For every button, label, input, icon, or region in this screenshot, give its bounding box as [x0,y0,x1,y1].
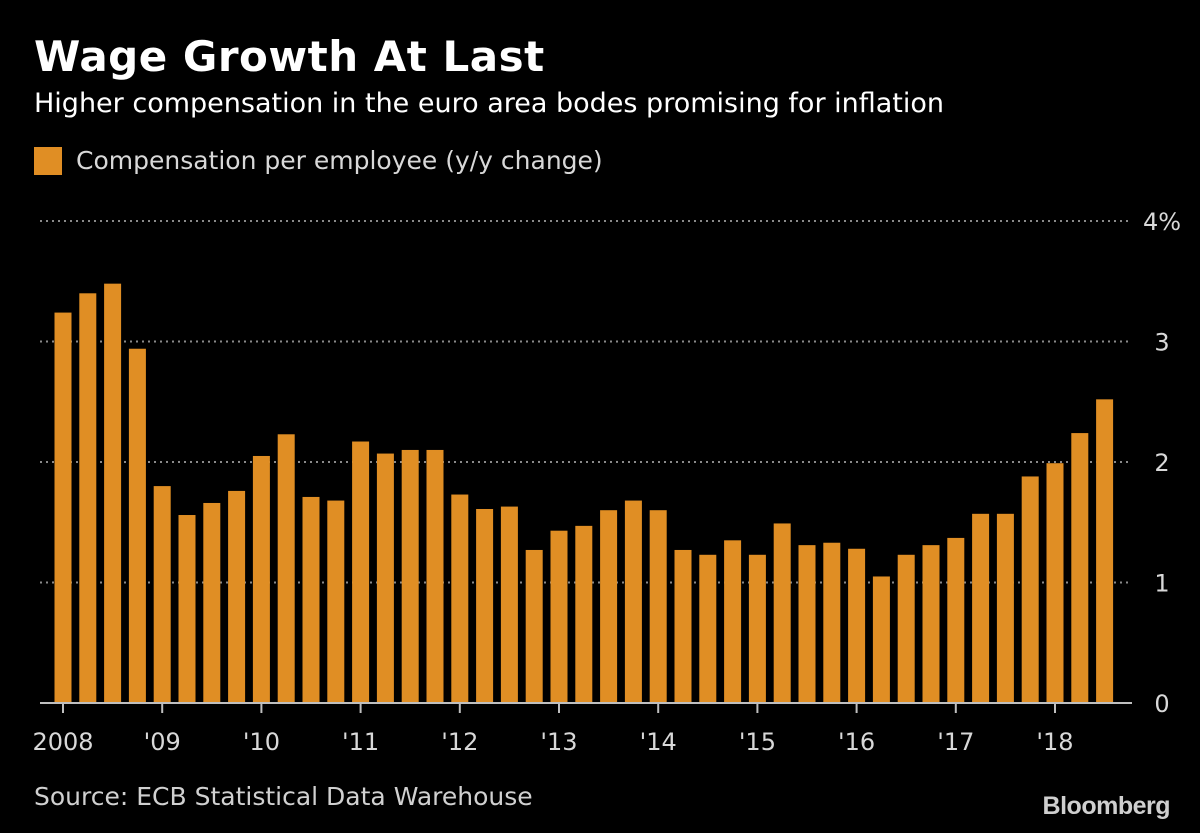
bar [376,453,394,703]
bar [54,312,72,703]
x-tick-label: '14 [640,728,677,756]
x-tick-label: '11 [342,728,379,756]
bar [550,530,568,703]
x-tick-label: '15 [739,728,776,756]
bar [203,502,221,703]
bar [79,293,97,703]
bar [575,525,593,703]
bar [848,548,866,703]
y-tick-label: 4% [1143,208,1181,236]
legend-swatch [34,146,62,175]
bloomberg-logo: Bloomberg [1042,792,1171,820]
y-tick-label: 2 [1154,449,1169,477]
bar [1021,476,1039,703]
x-tick-label: '16 [838,728,875,756]
chart-subtitle: Higher compensation in the euro area bod… [34,88,945,119]
bar [277,434,295,703]
bar [401,449,419,703]
bar [947,537,965,703]
bar [649,510,667,703]
bar [897,554,915,703]
x-tick-label: '18 [1036,728,1073,756]
bar [252,455,270,703]
x-tick-label: '10 [243,728,280,756]
bar [773,523,791,703]
bar [302,496,320,703]
bar [228,490,246,703]
bar [798,545,816,703]
x-tick-label: 2008 [32,728,93,756]
bar [104,283,122,703]
y-tick-label: 0 [1154,690,1169,718]
bar [352,441,370,703]
legend-label: Compensation per employee (y/y change) [76,146,603,175]
bar [872,576,890,703]
bar [500,506,518,703]
bar [699,554,717,703]
x-tick-label: '09 [144,728,181,756]
bar [624,500,642,703]
chart-title: Wage Growth At Last [34,32,545,81]
x-tick-label: '12 [441,728,478,756]
bar [1071,433,1089,703]
source-note: Source: ECB Statistical Data Warehouse [34,782,533,811]
bar [922,545,940,703]
bar [327,500,345,703]
bar [823,542,841,703]
bar [724,540,742,703]
y-tick-label: 3 [1154,329,1169,357]
bar [451,494,469,703]
legend: Compensation per employee (y/y change) [34,146,603,175]
bar [972,513,990,703]
bar [525,549,543,703]
bar [1046,463,1064,703]
bar [748,554,766,703]
y-tick-label: 1 [1154,570,1169,598]
bar [1096,399,1114,703]
bar [996,513,1014,703]
bar [600,510,618,703]
bar [153,486,171,703]
bar [426,449,444,703]
bar [178,515,196,703]
x-tick-label: '17 [937,728,974,756]
x-tick-label: '13 [540,728,577,756]
bar [674,549,692,703]
bar [476,508,494,703]
bar [128,348,146,703]
